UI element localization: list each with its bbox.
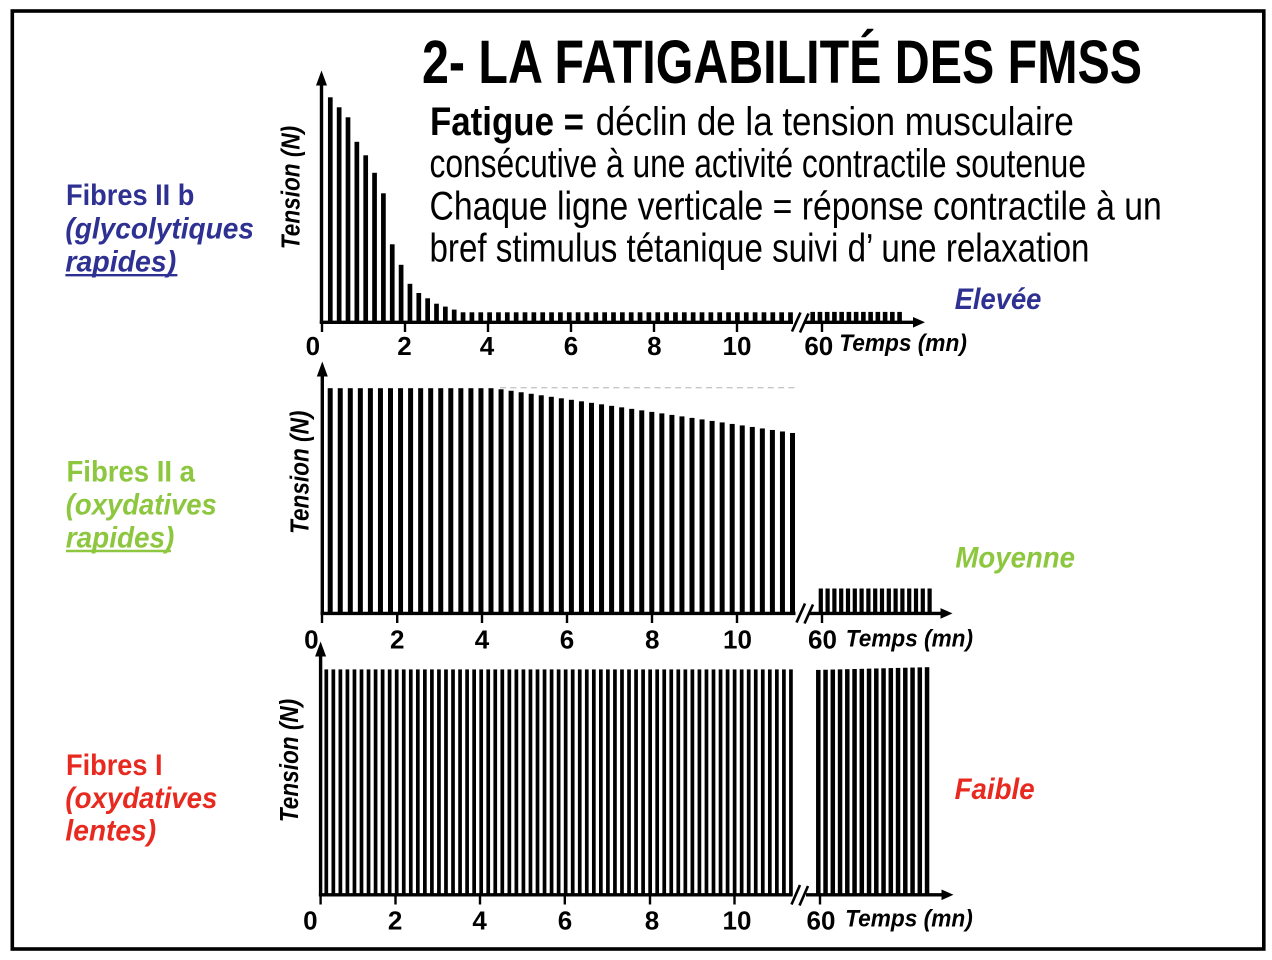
svg-text:(oxydatives: (oxydatives — [66, 488, 217, 521]
svg-text:Temps (mn): Temps (mn) — [846, 626, 973, 653]
svg-text:60: 60 — [807, 906, 836, 936]
svg-text:déclin de la tension musculair: déclin de la tension musculaire — [596, 100, 1074, 144]
svg-text:lentes): lentes) — [65, 814, 156, 847]
svg-text:Tension (N): Tension (N) — [276, 699, 304, 822]
svg-text:Faible: Faible — [955, 773, 1035, 806]
svg-text:10: 10 — [723, 625, 752, 655]
svg-text:Temps (mn): Temps (mn) — [845, 906, 973, 933]
svg-text:10: 10 — [723, 331, 752, 361]
svg-text:Fibres I: Fibres I — [66, 749, 163, 782]
svg-text:Fibres II a: Fibres II a — [67, 455, 196, 488]
svg-text:Temps (mn): Temps (mn) — [839, 330, 967, 357]
svg-text:Fatigue =: Fatigue = — [430, 100, 584, 144]
svg-text:2- LA FATIGABILITÉ DES FMSS: 2- LA FATIGABILITÉ DES FMSS — [422, 28, 1142, 96]
svg-text:2: 2 — [397, 331, 411, 361]
svg-text:rapides): rapides) — [65, 246, 176, 279]
svg-text:Elevée: Elevée — [955, 283, 1042, 316]
svg-text:4: 4 — [480, 331, 495, 361]
svg-text:0: 0 — [306, 331, 320, 361]
svg-text:60: 60 — [808, 625, 837, 655]
svg-text:8: 8 — [647, 331, 661, 361]
svg-text:10: 10 — [723, 906, 752, 936]
svg-text:8: 8 — [645, 625, 659, 655]
svg-text:6: 6 — [560, 625, 574, 655]
svg-text:Fibres II b: Fibres II b — [66, 179, 194, 212]
svg-text:(glycolytiques: (glycolytiques — [65, 212, 254, 245]
svg-text:4: 4 — [475, 625, 490, 655]
svg-text:Tension (N): Tension (N) — [278, 126, 306, 249]
svg-text:8: 8 — [645, 906, 659, 936]
svg-text:Chaque ligne verticale = répon: Chaque ligne verticale = réponse contrac… — [430, 184, 1162, 228]
svg-text:0: 0 — [303, 906, 317, 936]
svg-text:Moyenne: Moyenne — [955, 541, 1075, 574]
svg-text:bref stimulus tétanique suivi: bref stimulus tétanique suivi d’ une rel… — [430, 227, 1090, 271]
svg-text:rapides): rapides) — [66, 521, 175, 554]
svg-text:4: 4 — [472, 906, 487, 936]
svg-text:2: 2 — [388, 906, 402, 936]
svg-text:60: 60 — [804, 331, 833, 361]
svg-text:6: 6 — [564, 331, 578, 361]
svg-text:0: 0 — [304, 625, 318, 655]
svg-text:(oxydatives: (oxydatives — [65, 782, 217, 815]
svg-text:Tension (N): Tension (N) — [287, 411, 315, 534]
svg-text:6: 6 — [558, 906, 572, 936]
svg-text:2: 2 — [390, 625, 404, 655]
svg-text:consécutive à une activité con: consécutive à une activité contractile s… — [430, 142, 1087, 186]
